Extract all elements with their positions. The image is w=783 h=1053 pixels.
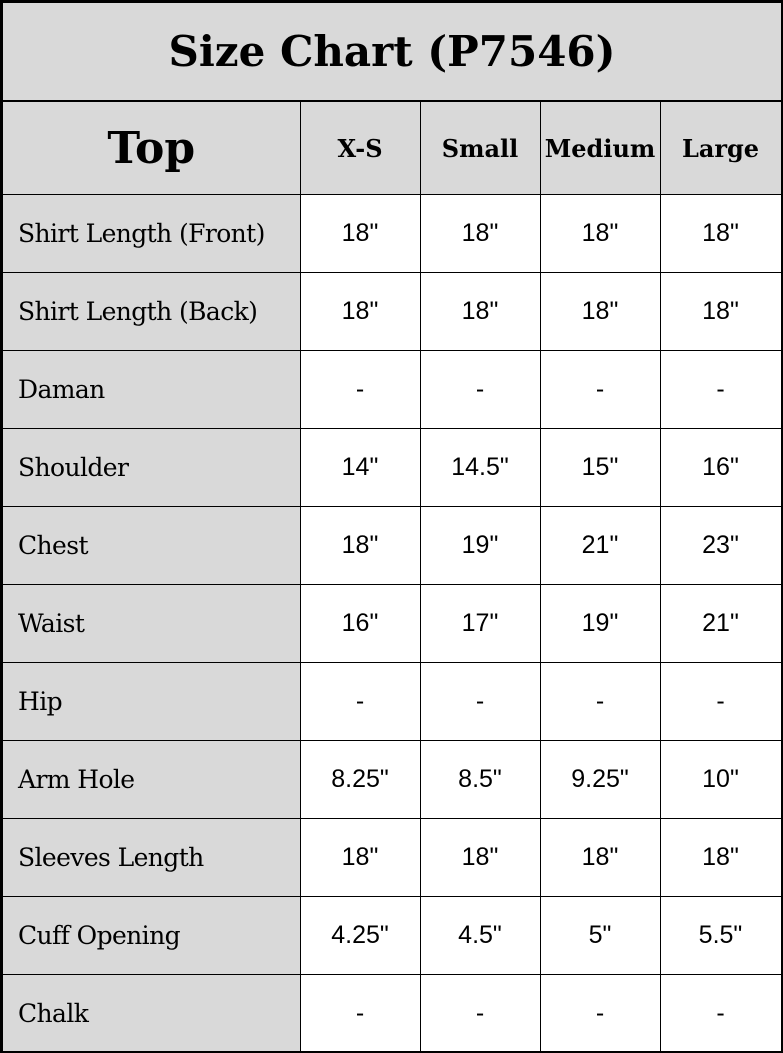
measurement-value: 8.25" [299,740,421,819]
measurement-value: 18" [659,818,781,897]
measurement-value: - [539,662,661,741]
table-row: Waist 16" 17" 19" 21" [3,584,781,663]
table-row: Shoulder 14" 14.5" 15" 16" [3,428,781,507]
section-header: Top [3,102,301,195]
measurement-value: 4.5" [419,896,541,975]
measurement-value: 19" [539,584,661,663]
measurement-value: - [539,350,661,429]
measurement-value: 21" [539,506,661,585]
measurement-value: 8.5" [419,740,541,819]
measurement-value: - [419,662,541,741]
measurement-value: - [659,974,781,1051]
measurement-value: 18" [539,194,661,273]
measurement-value: 18" [299,818,421,897]
measurement-value: - [299,662,421,741]
measurement-value: 18" [299,506,421,585]
table-row: Hip - - - - [3,662,781,741]
size-header: Large [659,102,781,195]
measurement-value: 15" [539,428,661,507]
table-row: Chest 18" 19" 21" 23" [3,506,781,585]
measurement-value: - [659,350,781,429]
measurement-value: - [659,662,781,741]
table-row: Shirt Length (Front) 18" 18" 18" 18" [3,194,781,273]
measurement-value: 17" [419,584,541,663]
measurement-value: 21" [659,584,781,663]
measurement-value: 19" [419,506,541,585]
table-row: Daman - - - - [3,350,781,429]
measurement-value: - [539,974,661,1051]
size-header: X-S [299,102,421,195]
table-row: Shirt Length (Back) 18" 18" 18" 18" [3,272,781,351]
measurement-value: 10" [659,740,781,819]
measurement-label: Sleeves Length [3,818,301,897]
measurement-value: 18" [299,272,421,351]
measurement-label: Shirt Length (Front) [3,194,301,273]
measurement-label: Waist [3,584,301,663]
measurement-value: - [299,974,421,1051]
measurement-value: 18" [419,194,541,273]
measurement-value: 18" [419,818,541,897]
measurement-value: 16" [299,584,421,663]
measurement-value: 18" [539,272,661,351]
table-row: Sleeves Length 18" 18" 18" 18" [3,818,781,897]
measurement-value: 4.25" [299,896,421,975]
size-table: Top X-S Small Medium Large Shirt Length … [3,102,781,1051]
measurement-value: 16" [659,428,781,507]
measurement-value: - [419,350,541,429]
measurement-value: 18" [299,194,421,273]
measurement-label: Cuff Opening [3,896,301,975]
measurement-value: 18" [659,272,781,351]
measurement-value: 18" [539,818,661,897]
size-header: Small [419,102,541,195]
measurement-value: 14.5" [419,428,541,507]
measurement-label: Hip [3,662,301,741]
measurement-value: 5" [539,896,661,975]
measurement-label: Arm Hole [3,740,301,819]
table-row: Arm Hole 8.25" 8.5" 9.25" 10" [3,740,781,819]
header-row: Top X-S Small Medium Large [3,102,781,195]
measurement-value: 18" [659,194,781,273]
chart-title: Size Chart (P7546) [3,3,781,102]
measurement-label: Shirt Length (Back) [3,272,301,351]
measurement-label: Daman [3,350,301,429]
measurement-label: Chest [3,506,301,585]
measurement-value: 9.25" [539,740,661,819]
measurement-label: Chalk [3,974,301,1051]
measurement-value: 5.5" [659,896,781,975]
measurement-value: 14" [299,428,421,507]
measurement-label: Shoulder [3,428,301,507]
size-header: Medium [539,102,661,195]
measurement-value: - [419,974,541,1051]
measurement-value: 23" [659,506,781,585]
table-row: Cuff Opening 4.25" 4.5" 5" 5.5" [3,896,781,975]
measurement-value: 18" [419,272,541,351]
measurement-value: - [299,350,421,429]
table-row: Chalk - - - - [3,974,781,1051]
